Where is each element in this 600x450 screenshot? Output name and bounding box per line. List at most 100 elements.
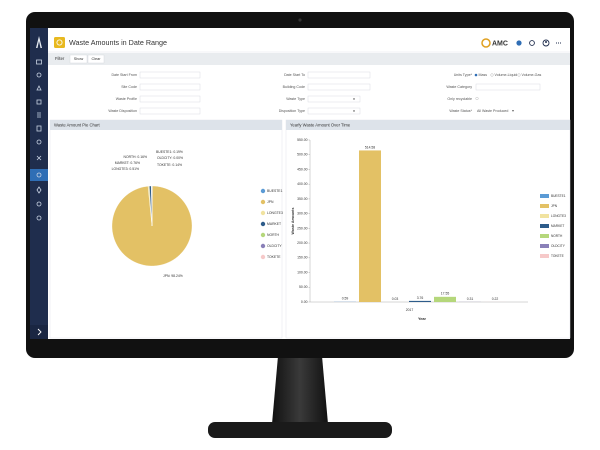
bar-value-label: 0.31 [467,297,474,301]
bar-value-label: 0.03 [392,297,399,301]
brand-logo [481,38,491,48]
field-label: Date Start From [111,73,137,77]
legend-label: JPN [551,204,558,208]
user-icon-head [545,41,547,43]
date-input[interactable] [307,71,371,79]
y-tick-label: 200.00 [297,241,307,245]
nav-icon[interactable] [36,172,42,178]
radio-label: Mass [479,73,488,77]
field-label: Disposition Type [279,109,305,113]
clear-button[interactable] [87,54,105,64]
text-input[interactable] [307,83,371,91]
radio-button[interactable] [490,73,494,77]
y-tick-label: 450.00 [297,167,307,171]
radio-label: Volume-Gas [522,73,542,77]
select-caret [512,110,514,112]
y-tick-label: 100.00 [297,270,307,274]
nav-icon[interactable] [36,186,42,194]
nav-icon[interactable] [36,201,42,207]
show-button-label: Show [74,57,84,61]
nav-icon[interactable] [36,139,42,145]
pie-label: JPN: 98.24% [163,274,183,278]
field-label: Building Code [283,85,305,89]
field-label: Waste Status* [449,109,472,113]
nav-icon[interactable] [36,59,42,65]
bar-panel [285,119,571,339]
nav-active[interactable] [30,169,48,181]
sidebar-logo[interactable] [36,36,42,48]
field-label: Waste Profile [116,97,137,101]
pie-panel-header [50,120,282,130]
legend-swatch [540,234,549,238]
legend-swatch [540,244,549,248]
field-label: Waste Type [286,97,305,101]
radio-label: Volume-Liquid [495,73,518,77]
pie-label: NORTH: 0.16% [124,155,148,159]
nav-icon[interactable] [36,99,42,105]
legend-swatch [540,214,549,218]
legend-swatch [260,232,266,238]
pie-label: BUESTE1: 0.19% [156,150,183,154]
bar-panel-header [286,120,570,130]
select-input[interactable] [307,95,361,103]
nav-icon[interactable] [36,155,42,161]
help-icon[interactable] [516,40,522,46]
filter-label: Filter [55,56,65,61]
legend-swatch [260,199,266,205]
settings-icon[interactable] [529,40,535,46]
x-axis-title: Year [418,317,427,321]
text-input[interactable] [139,107,201,115]
legend-swatch [540,254,549,258]
legend-label: BUESTE1 [551,194,566,198]
sidebar-icons-lower [36,172,42,221]
y-tick-label: 50.00 [299,285,308,289]
nav-icon[interactable] [36,215,42,221]
legend-swatch [260,188,266,194]
brand-name: AMC [492,40,508,47]
bar [359,150,381,302]
bar-value-label: 0.22 [492,297,499,301]
page-icon-glyph [56,39,63,46]
y-tick-label: 550.00 [297,138,307,142]
y-tick-label: 400.00 [297,182,307,186]
filter-form: Date Start From Date Start To Units Type… [108,71,542,115]
legend-swatch [260,221,266,227]
show-button[interactable] [69,54,88,64]
select-value[interactable]: All Waste Produced [477,109,508,113]
nav-icon[interactable] [36,85,42,91]
field-label: Date Start To [284,73,305,77]
bar-value-label: 17.55 [441,292,450,296]
text-input[interactable] [139,83,201,91]
y-tick-label: 250.00 [297,226,307,230]
nav-icon[interactable] [36,125,42,132]
monitor-neck [272,356,328,424]
select-caret [353,98,355,100]
legend-label: OLDCITY [551,244,566,248]
legend-label: TOKETE [551,254,564,258]
info-icon[interactable] [475,97,479,100]
legend-label: LONGTE3 [551,214,566,218]
radio-button[interactable] [474,73,478,77]
legend-label: TOKETE [267,255,281,259]
field-label: Units Type* [454,73,473,77]
expand-icon[interactable] [37,328,42,336]
user-icon[interactable] [542,39,550,47]
legend-swatch [260,243,266,249]
x-tick-label: 2017 [406,308,414,312]
y-tick-label: 0.00 [301,300,308,304]
radio-button[interactable] [517,73,521,77]
legend-label: OLDCITY [267,244,282,248]
charts: BUESTE1: 0.19% JPN: 98.24% LONGTE3: 0.51% M… [112,138,566,312]
nav-icon[interactable] [36,72,42,78]
date-input[interactable] [139,71,201,79]
select-input[interactable] [307,107,361,115]
legend-label: MARKET [267,222,281,226]
bar [434,296,456,302]
text-input[interactable] [475,83,541,91]
y-tick-label: 350.00 [297,197,307,201]
y-tick-label: 300.00 [297,212,307,216]
text-input[interactable] [139,95,201,103]
nav-icon[interactable] [37,112,41,118]
bar-value-label: 514.58 [365,145,375,149]
legend-label: JPN [267,200,274,204]
